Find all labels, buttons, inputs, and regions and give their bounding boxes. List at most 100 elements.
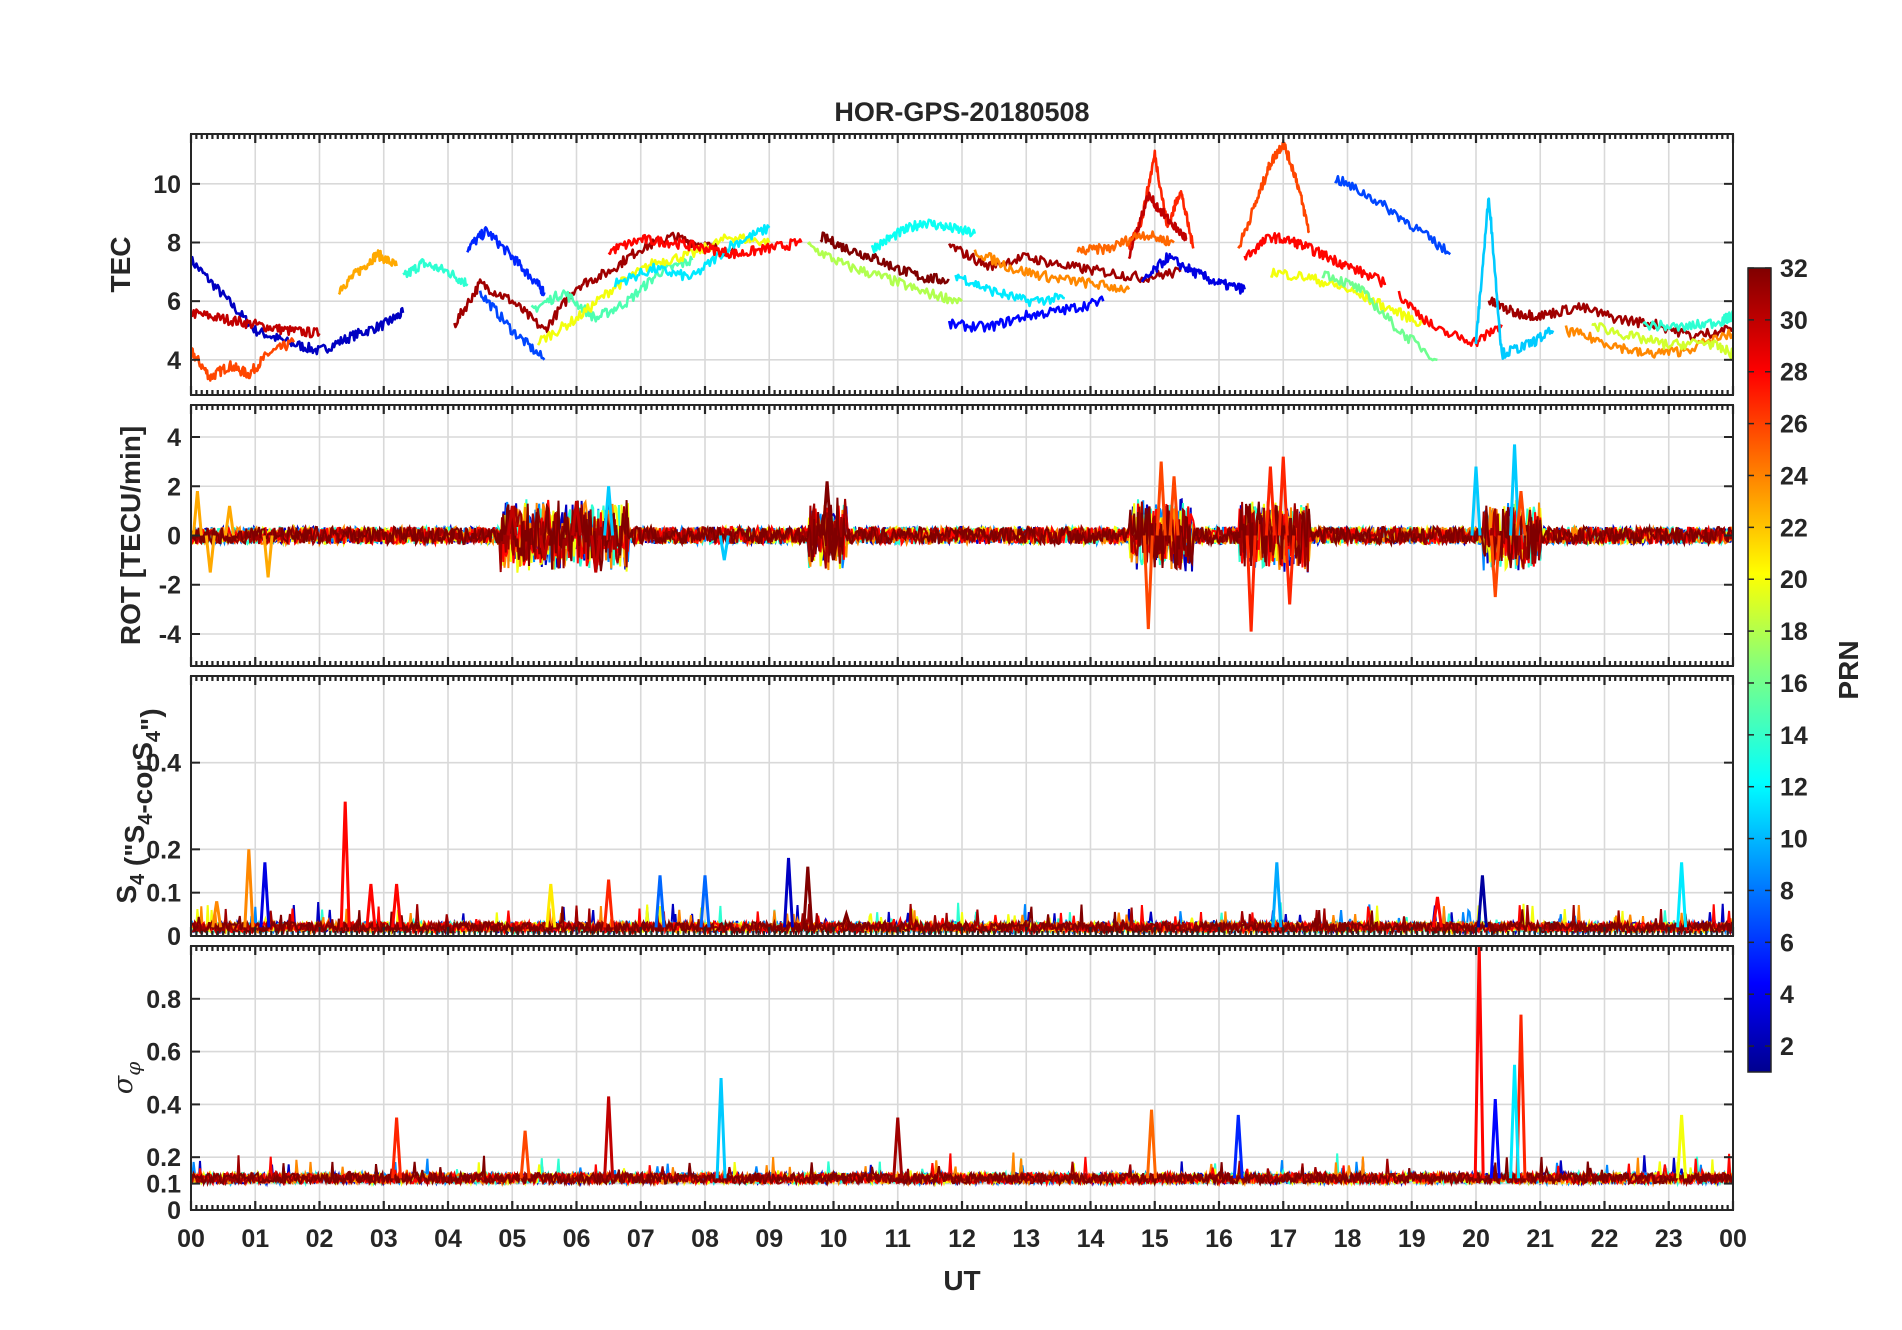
x-tick-label: 00 [177, 1225, 205, 1253]
peak-prn-27 [391, 1117, 403, 1179]
x-tick-label: 10 [820, 1225, 848, 1253]
series-line-prn-4 [1140, 252, 1246, 295]
series-line-prn-6 [466, 226, 546, 297]
peak-prn-30 [538, 535, 550, 561]
x-tick-label: 03 [370, 1225, 398, 1253]
series-line-prn-28 [1243, 232, 1387, 288]
peak-prn-26 [1142, 535, 1154, 630]
series-line-prn-31 [1487, 296, 1733, 341]
peak-prn-24 [211, 901, 223, 928]
peak-prn-26 [1155, 461, 1167, 536]
series-line-prn-25 [1076, 230, 1175, 256]
noise-line-prn-32 [191, 497, 1733, 572]
ticks-sigma_phi [189, 946, 1735, 1211]
colorbar-tick-label: 22 [1780, 514, 1808, 542]
x-tick-label: 14 [1077, 1225, 1105, 1253]
x-tick-label: 06 [563, 1225, 591, 1253]
peak-prn-27 [1245, 535, 1257, 632]
series-line-prn-18 [806, 241, 963, 305]
y-axis-label: TEC [105, 237, 136, 293]
peak-prn-28 [365, 883, 377, 928]
y-tick-label: 8 [167, 230, 181, 258]
colorbar-tick-label: 4 [1780, 981, 1794, 1009]
colorbar-tick-label: 26 [1780, 411, 1808, 439]
x-tick-label: 05 [498, 1225, 526, 1253]
peak-prn-32 [802, 866, 814, 928]
y-tick-label: 0.6 [146, 1039, 181, 1067]
colorbar-tick-label: 12 [1780, 774, 1808, 802]
peak-prn-28 [1431, 896, 1443, 928]
series-line-prn-5 [947, 295, 1105, 333]
y-tick-label: 0 [167, 923, 181, 951]
ticks-rot [189, 405, 1735, 666]
x-tick-label: 09 [755, 1225, 783, 1253]
y-tick-label: 0.2 [146, 836, 181, 864]
noise-line-prn-32 [191, 1155, 1733, 1188]
peak-prn-26 [519, 1130, 531, 1179]
y-tick-label: 10 [153, 171, 181, 199]
x-tick-label: 04 [434, 1225, 462, 1253]
peak-prn-32 [828, 535, 839, 561]
peak-prn-31 [892, 1117, 904, 1179]
series-line-prn-23 [337, 249, 398, 295]
panel-sigma_phi: 00.10.2 0.4 0.6 0.8 σφ [108, 945, 1735, 1225]
peak-prn-10 [1271, 862, 1283, 928]
y-tick-label: 0 [167, 1197, 181, 1225]
x-tick-label: 18 [1334, 1225, 1362, 1253]
x-tick-label: 00 [1719, 1225, 1747, 1253]
peak-prn-27 [1277, 456, 1289, 536]
peak-prn-21 [545, 883, 557, 928]
y-tick-label: 0.4 [146, 750, 181, 778]
peak-prn-23 [262, 535, 274, 578]
peak-prn-23 [224, 505, 236, 536]
x-tick-label: 20 [1462, 1225, 1490, 1253]
peak-prn-26 [1489, 535, 1501, 598]
peak-prn-23 [204, 535, 216, 573]
peak-prn-26 [1515, 491, 1527, 536]
peak-prn-4 [259, 862, 271, 928]
series-line-prn-19 [1591, 322, 1733, 360]
series-line-prn-12 [613, 224, 771, 288]
peak-prn-5 [1489, 1099, 1501, 1179]
peak-prn-3 [783, 857, 795, 928]
series-line-prn-32 [819, 231, 950, 285]
peak-prn-20 [1676, 1114, 1688, 1179]
colorbar-tick-label: 24 [1780, 462, 1808, 490]
series-line-prn-31 [948, 243, 1182, 284]
colorbar-tick-label: 16 [1780, 670, 1808, 698]
y-tick-label: -4 [159, 621, 181, 649]
series-line-prn-7 [1334, 175, 1452, 256]
peak-prn-11 [715, 1077, 727, 1179]
series-line-prn-7 [478, 290, 546, 361]
series-line-prn-14 [402, 258, 469, 287]
peak-prn-28 [339, 801, 351, 928]
x-tick-label: 07 [627, 1225, 655, 1253]
colorbar-tick-label: 6 [1780, 929, 1794, 957]
series-line-prn-24 [973, 249, 1131, 294]
y-tick-label: 4 [167, 347, 181, 375]
x-tick-label: 02 [306, 1225, 334, 1253]
peak-prn-32 [840, 909, 852, 928]
y-tick-label: 0.4 [146, 1091, 181, 1119]
colorbar-tick-label: 28 [1780, 359, 1808, 387]
peak-prn-27 [1515, 1014, 1527, 1179]
peak-prn-32 [821, 481, 833, 536]
y-axis-label: σφ [108, 1062, 145, 1094]
peak-prn-11 [603, 486, 615, 536]
x-tick-label: 19 [1398, 1225, 1426, 1253]
y-tick-label: 0.1 [146, 1171, 181, 1199]
peak-prn-28 [1473, 946, 1485, 1179]
y-tick-label: 0.2 [146, 1144, 181, 1172]
panel-tec: 4 6 8 10 TEC [105, 133, 1735, 396]
series-line-prn-16 [1321, 270, 1438, 362]
ticks-tec [189, 134, 1735, 395]
peak-prn-6 [1232, 1114, 1244, 1179]
series-line-prn-26 [191, 337, 295, 382]
series-line-prn-30 [191, 308, 321, 339]
peak-prn-26 [1168, 476, 1180, 536]
y-tick-label: -2 [159, 572, 181, 600]
peak-prn-2 [1476, 875, 1488, 928]
colorbar-label: PRN [1833, 640, 1864, 699]
peak-prn-25 [1146, 1109, 1158, 1179]
